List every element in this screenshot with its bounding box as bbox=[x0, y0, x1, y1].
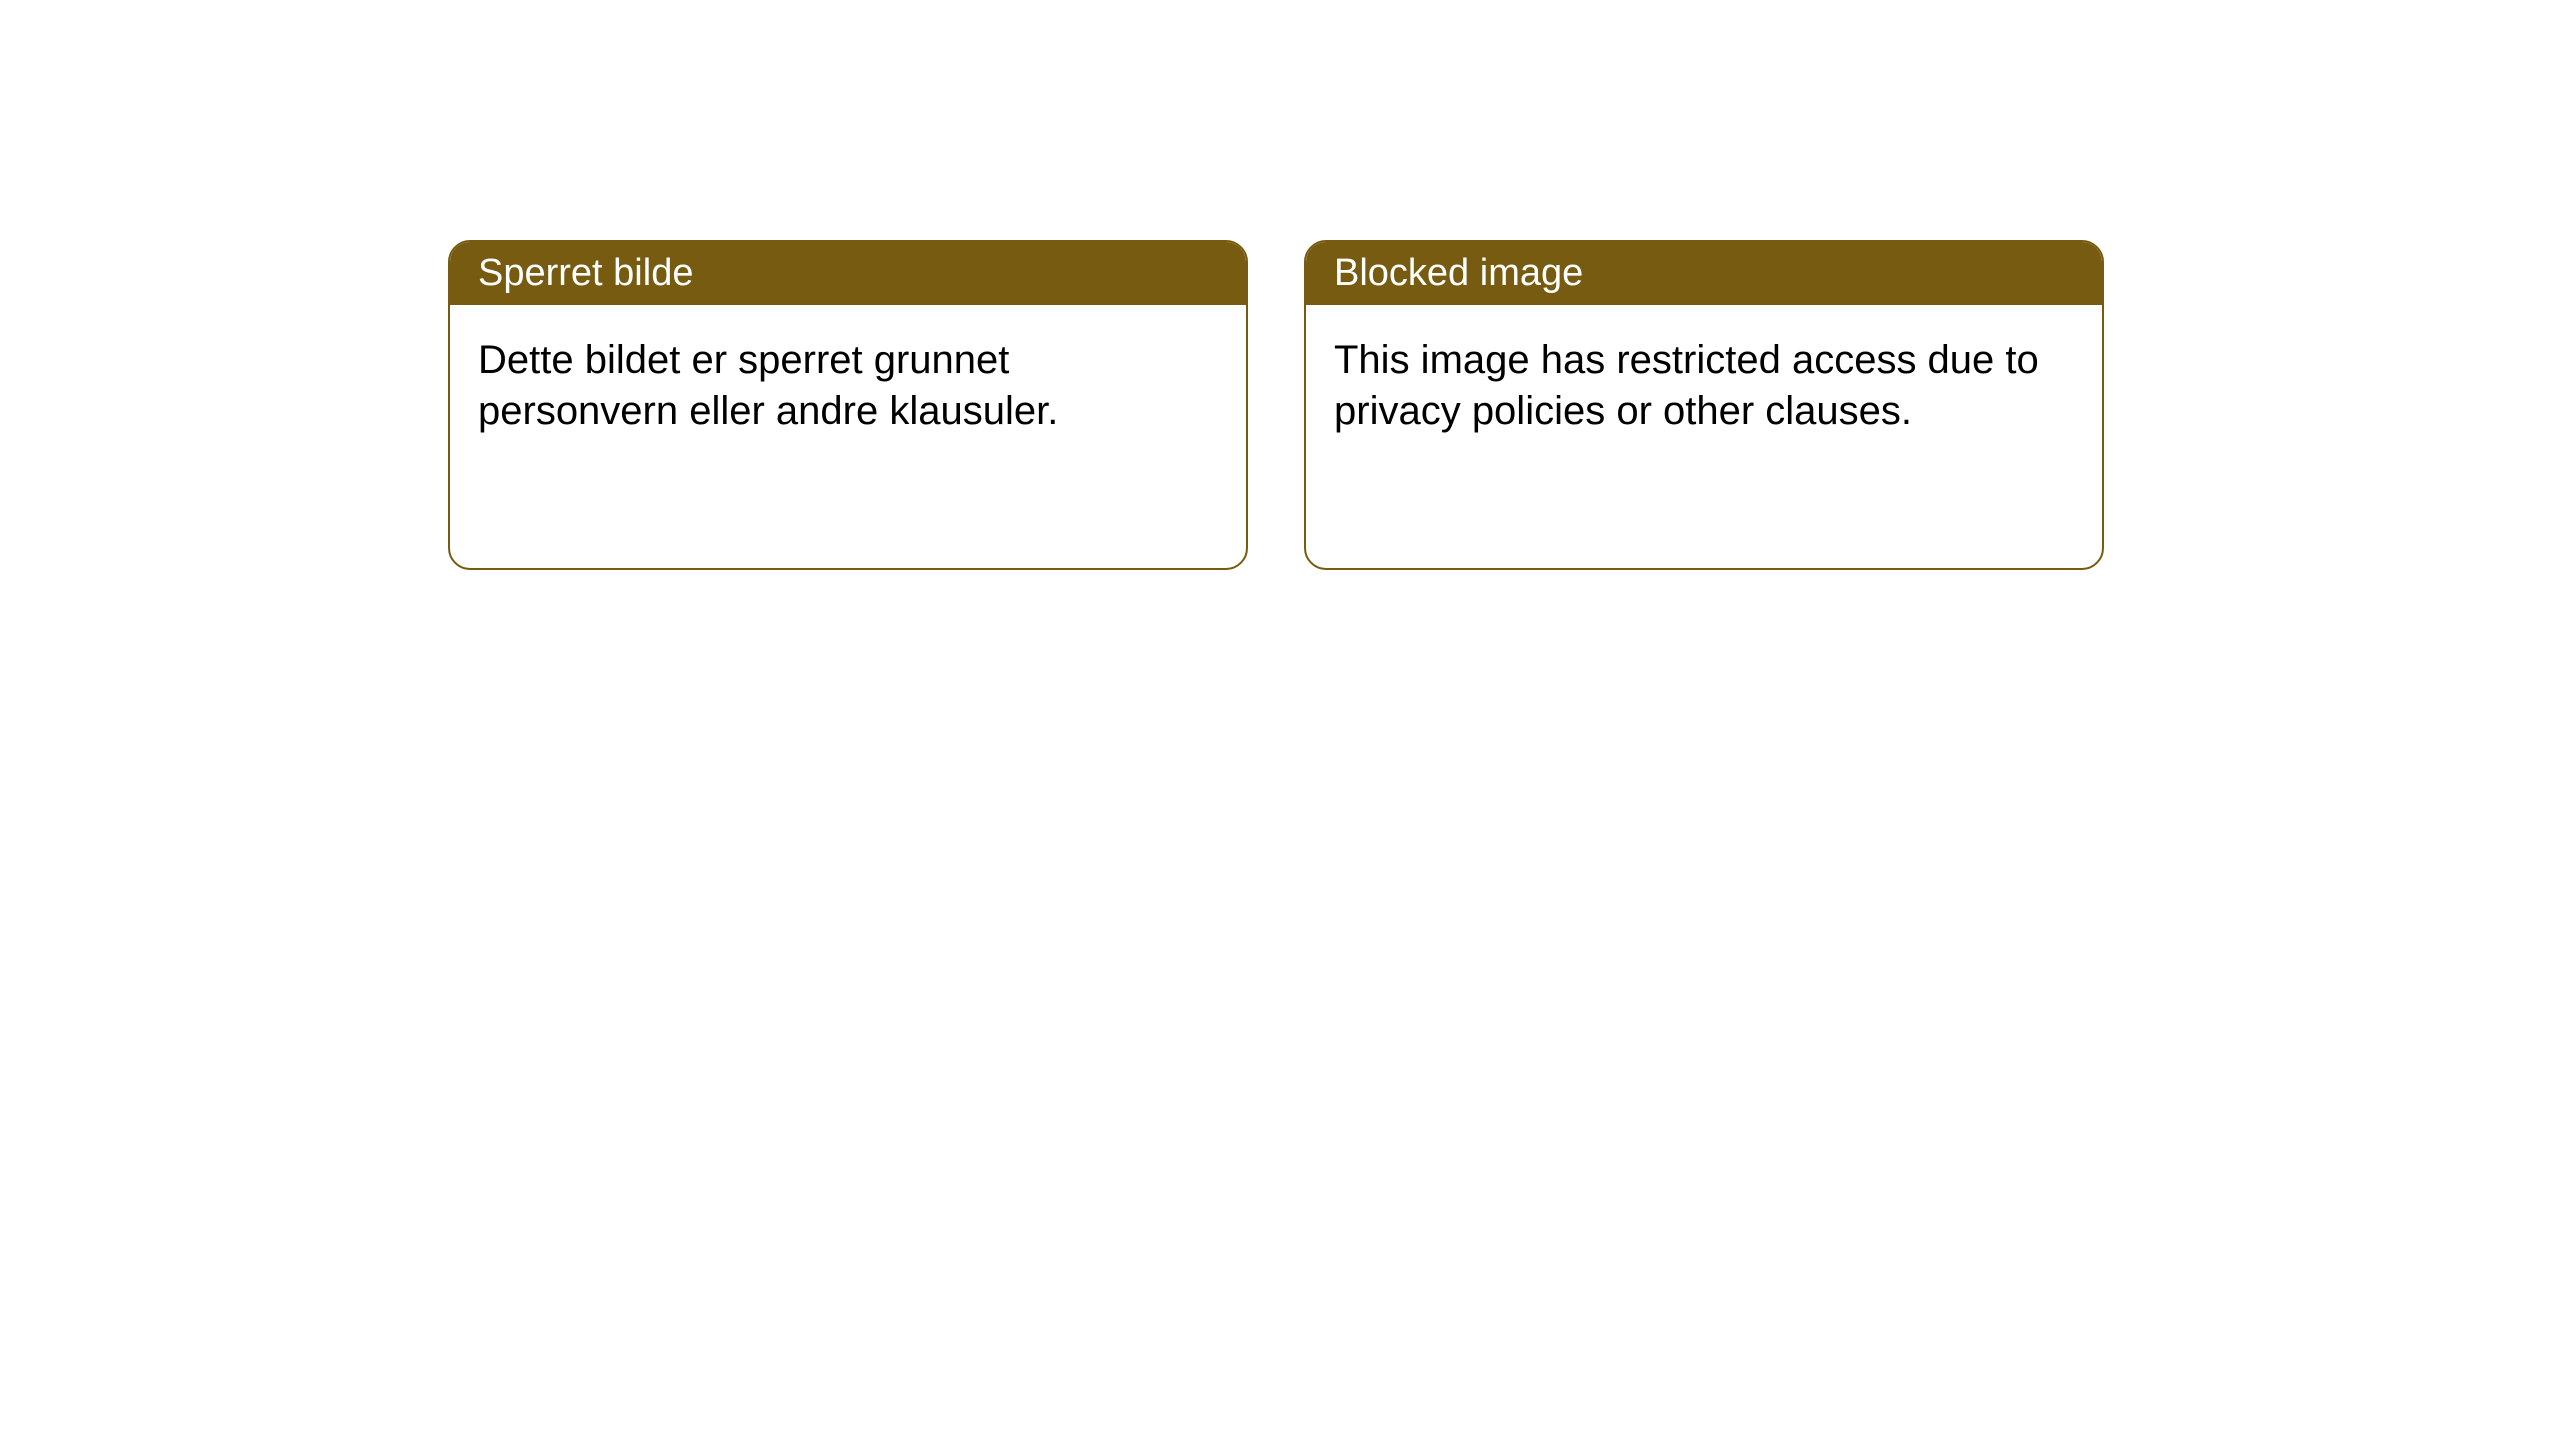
card-title: Blocked image bbox=[1334, 252, 1583, 294]
card-body-text: Dette bildet er sperret grunnet personve… bbox=[478, 338, 1058, 433]
notice-card-norwegian: Sperret bilde Dette bildet er sperret gr… bbox=[448, 240, 1248, 570]
card-body-text: This image has restricted access due to … bbox=[1334, 338, 2039, 433]
card-header: Sperret bilde bbox=[450, 242, 1246, 305]
card-header: Blocked image bbox=[1306, 242, 2102, 305]
card-body: This image has restricted access due to … bbox=[1306, 305, 2102, 465]
card-body: Dette bildet er sperret grunnet personve… bbox=[450, 305, 1246, 465]
notice-card-english: Blocked image This image has restricted … bbox=[1304, 240, 2104, 570]
card-title: Sperret bilde bbox=[478, 252, 693, 294]
notice-container: Sperret bilde Dette bildet er sperret gr… bbox=[0, 0, 2560, 570]
